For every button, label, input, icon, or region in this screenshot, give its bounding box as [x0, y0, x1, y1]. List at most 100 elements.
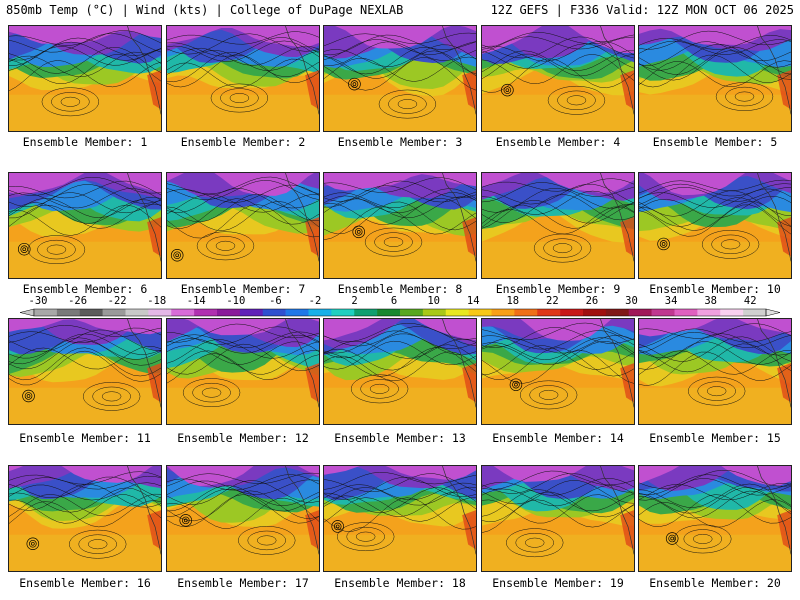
- ensemble-panel-15: [638, 318, 792, 425]
- ensemble-panel-4: [481, 25, 635, 132]
- ensemble-panel-7: [166, 172, 320, 279]
- colorbar-swatch: [445, 309, 469, 316]
- ensemble-panel-17: [166, 465, 320, 572]
- colorbar-tick-label: 6: [390, 295, 398, 307]
- temperature-map: [482, 173, 634, 278]
- map-title: 850mb Temp (°C) | Wind (kts) | College o…: [6, 3, 404, 17]
- colorbar-swatch: [125, 309, 149, 316]
- temperature-map: [639, 173, 791, 278]
- colorbar-tick-label: -2: [308, 295, 322, 307]
- temperature-map: [639, 26, 791, 131]
- ensemble-member-label: Ensemble Member: 16: [19, 576, 151, 590]
- colorbar-tick-label: 26: [585, 295, 599, 307]
- temperature-map: [639, 466, 791, 571]
- ensemble-member-label: Ensemble Member: 10: [649, 282, 781, 296]
- colorbar-swatch: [468, 309, 492, 316]
- colorbar-swatch: [491, 309, 515, 316]
- colorbar-left-arrow: [19, 308, 35, 317]
- colorbar-swatch: [514, 309, 538, 316]
- ensemble-member-label: Ensemble Member: 7: [180, 282, 306, 296]
- ensemble-panel-1: [8, 25, 162, 132]
- colorbar-swatch: [56, 309, 81, 316]
- ensemble-member-label: Ensemble Member: 11: [19, 431, 151, 445]
- colorbar-tick-label: 34: [664, 295, 678, 307]
- ensemble-panel-12: [166, 318, 320, 425]
- colorbar-swatch: [102, 309, 126, 316]
- temperature-colorbar: -30 -26 -22 -18 -14 -10 -6 -2 2 6 10 14 18 22 26 30 34 38…: [0, 295, 800, 318]
- ensemble-panel-19: [481, 465, 635, 572]
- ensemble-panel-18: [323, 465, 477, 572]
- colorbar-swatch: [605, 309, 630, 316]
- ensemble-member-label: Ensemble Member: 4: [495, 135, 621, 149]
- colorbar-swatch: [194, 309, 218, 316]
- ensemble-member-label: Ensemble Member: 18: [334, 576, 466, 590]
- ensemble-member-label: Ensemble Member: 17: [177, 576, 309, 590]
- temperature-map: [167, 173, 319, 278]
- ensemble-panel-10: [638, 172, 792, 279]
- colorbar-tick-label: 22: [546, 295, 559, 307]
- ensemble-panel-2: [166, 25, 320, 132]
- colorbar-tick-label: 42: [743, 295, 757, 307]
- temperature-map: [167, 26, 319, 131]
- colorbar-swatch: [743, 309, 767, 316]
- colorbar-swatch: [34, 309, 58, 316]
- ensemble-member-label: Ensemble Member: 1: [22, 135, 148, 149]
- temperature-map: [324, 466, 476, 571]
- ensemble-member-label: Ensemble Member: 2: [180, 135, 306, 149]
- ensemble-member-label: Ensemble Member: 8: [337, 282, 463, 296]
- colorbar-tick-label: -18: [147, 295, 167, 307]
- ensemble-member-label: Ensemble Member: 19: [492, 576, 624, 590]
- colorbar-swatch: [400, 309, 424, 316]
- temperature-map: [639, 319, 791, 424]
- temperature-map: [167, 466, 319, 571]
- colorbar-swatch: [560, 309, 584, 316]
- ensemble-panel-11: [8, 318, 162, 425]
- colorbar-tick-label: -22: [107, 295, 127, 307]
- colorbar-swatch: [628, 309, 652, 316]
- colorbar-swatch: [422, 309, 447, 316]
- colorbar-swatch: [171, 309, 195, 316]
- ensemble-member-label: Ensemble Member: 9: [495, 282, 621, 296]
- ensemble-panel-8: [323, 172, 477, 279]
- colorbar-tick-label: -30: [28, 295, 48, 307]
- ensemble-member-label: Ensemble Member: 15: [649, 431, 781, 445]
- colorbar-tick-label: 30: [625, 295, 638, 307]
- colorbar-swatch: [697, 309, 721, 316]
- colorbar-right-arrow: [765, 308, 781, 317]
- ensemble-panel-5: [638, 25, 792, 132]
- colorbar-swatch: [354, 309, 378, 316]
- temperature-map: [482, 26, 634, 131]
- colorbar-swatch: [377, 309, 401, 316]
- colorbar-tick-label: 38: [704, 295, 717, 307]
- run-info: 12Z GEFS | F336 Valid: 12Z MON OCT 06 20…: [490, 3, 794, 17]
- colorbar-swatch: [148, 309, 172, 316]
- colorbar-tick-label: 10: [427, 295, 440, 307]
- colorbar-swatch: [674, 309, 698, 316]
- colorbar-tick-label: -6: [269, 295, 282, 307]
- temperature-map: [324, 319, 476, 424]
- ensemble-member-label: Ensemble Member: 20: [649, 576, 781, 590]
- temperature-map: [167, 319, 319, 424]
- temperature-map: [324, 173, 476, 278]
- ensemble-member-label: Ensemble Member: 6: [22, 282, 148, 296]
- colorbar-swatch: [285, 309, 309, 316]
- temperature-map: [324, 26, 476, 131]
- colorbar-graphic: [19, 308, 781, 317]
- ensemble-panel-9: [481, 172, 635, 279]
- temperature-map: [482, 466, 634, 571]
- ensemble-member-label: Ensemble Member: 5: [652, 135, 778, 149]
- colorbar-swatch: [537, 309, 561, 316]
- ensemble-member-label: Ensemble Member: 13: [334, 431, 466, 445]
- ensemble-panel-20: [638, 465, 792, 572]
- ensemble-panel-13: [323, 318, 477, 425]
- temperature-map: [9, 466, 161, 571]
- ensemble-member-label: Ensemble Member: 3: [337, 135, 463, 149]
- temperature-map: [9, 319, 161, 424]
- colorbar-swatch: [651, 309, 675, 316]
- ensemble-member-label: Ensemble Member: 14: [492, 431, 624, 445]
- colorbar-tick-label: 14: [466, 295, 480, 307]
- colorbar-tick-label: 2: [351, 295, 358, 307]
- colorbar-swatch: [262, 309, 286, 316]
- temperature-map: [9, 26, 161, 131]
- colorbar-swatch: [239, 309, 264, 316]
